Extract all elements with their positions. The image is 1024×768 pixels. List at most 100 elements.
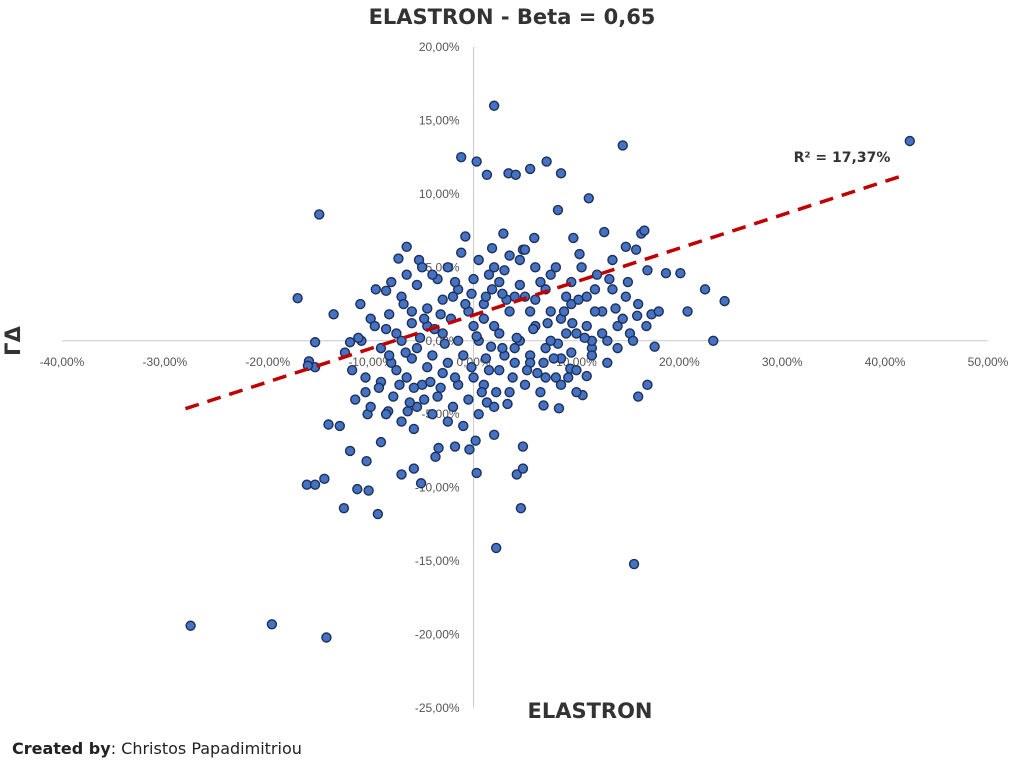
- data-point: [370, 284, 382, 295]
- data-point: [456, 151, 467, 163]
- data-point: [411, 342, 423, 354]
- y-tick-label: 10,00%: [419, 187, 460, 201]
- x-tick-label: -20,00%: [245, 355, 290, 369]
- data-point: [581, 320, 592, 332]
- data-point: [373, 382, 385, 393]
- data-point: [548, 353, 560, 364]
- x-axis-label: ELASTRON: [527, 699, 652, 723]
- data-point: [545, 269, 556, 280]
- data-point: [573, 294, 584, 305]
- data-point: [599, 226, 610, 238]
- data-point: [452, 335, 464, 346]
- data-point: [383, 350, 395, 361]
- y-tick-label: -20,00%: [415, 628, 460, 642]
- data-point: [488, 320, 500, 332]
- data-point: [571, 364, 582, 376]
- data-point: [319, 473, 330, 485]
- data-point: [415, 478, 427, 489]
- data-point: [481, 169, 493, 180]
- data-point: [488, 262, 500, 273]
- data-point: [432, 391, 443, 402]
- data-point: [519, 244, 531, 255]
- data-point: [494, 276, 505, 288]
- data-point: [344, 445, 356, 457]
- data-point: [449, 276, 461, 288]
- data-point: [555, 379, 567, 391]
- data-point: [904, 135, 916, 147]
- data-point: [708, 335, 719, 346]
- data-point: [355, 298, 366, 310]
- data-point: [480, 291, 492, 302]
- data-point: [449, 441, 461, 452]
- data-point: [398, 298, 409, 310]
- data-point: [266, 619, 278, 630]
- data-point: [627, 335, 639, 346]
- data-point: [642, 379, 653, 391]
- data-point: [449, 372, 461, 383]
- data-point: [422, 362, 433, 373]
- y-tick-label: 15,00%: [419, 113, 460, 127]
- data-point: [517, 441, 529, 452]
- data-point: [545, 306, 556, 317]
- data-point: [538, 357, 549, 369]
- data-point: [486, 284, 498, 295]
- data-point: [346, 364, 358, 376]
- chart-title: ELASTRON - Beta = 0,65: [369, 5, 656, 29]
- credit-line: Created by: Christos Papadimitriou: [12, 739, 302, 758]
- data-point: [583, 193, 594, 204]
- data-point: [639, 225, 650, 236]
- data-point: [607, 254, 618, 266]
- data-point: [406, 317, 418, 329]
- data-point: [632, 298, 644, 310]
- data-point: [338, 503, 350, 514]
- data-point: [393, 253, 404, 264]
- data-point: [660, 268, 672, 279]
- data-point: [468, 372, 479, 383]
- data-point: [532, 367, 543, 379]
- data-point: [427, 269, 438, 280]
- data-point: [540, 342, 551, 354]
- data-point: [566, 347, 577, 358]
- y-tick-label: 20,00%: [419, 40, 460, 54]
- data-point: [563, 372, 574, 383]
- data-point: [490, 386, 502, 398]
- data-point: [323, 419, 334, 430]
- data-point: [589, 306, 601, 317]
- data-point: [558, 306, 570, 317]
- data-point: [545, 335, 556, 346]
- x-tick-label: 30,00%: [762, 355, 803, 369]
- data-point: [620, 291, 632, 302]
- data-point: [535, 276, 546, 288]
- credit-name: : Christos Papadimitriou: [110, 739, 302, 758]
- data-point: [504, 306, 515, 317]
- data-point: [574, 248, 585, 260]
- data-point: [524, 163, 536, 175]
- y-axis-label: ΓΔ: [1, 325, 25, 355]
- data-point: [468, 273, 479, 285]
- data-point: [591, 269, 603, 280]
- y-tick-label: -25,00%: [415, 701, 460, 715]
- data-point: [427, 350, 438, 361]
- data-point: [427, 409, 438, 420]
- data-point: [365, 401, 376, 413]
- x-tick-label: 20,00%: [659, 355, 700, 369]
- data-point: [568, 232, 579, 244]
- data-point: [470, 435, 481, 446]
- data-point: [596, 328, 608, 339]
- data-point: [483, 269, 495, 280]
- data-point: [425, 376, 436, 388]
- data-point: [314, 209, 325, 220]
- data-point: [631, 310, 643, 322]
- data-point: [497, 342, 508, 354]
- data-point: [604, 273, 615, 285]
- data-point: [699, 284, 711, 295]
- data-point: [607, 284, 618, 295]
- data-point: [396, 335, 407, 346]
- data-point: [499, 265, 510, 276]
- data-point: [542, 317, 553, 329]
- data-point: [620, 241, 632, 252]
- data-point: [435, 309, 446, 320]
- data-point: [571, 386, 582, 398]
- data-point: [538, 400, 549, 411]
